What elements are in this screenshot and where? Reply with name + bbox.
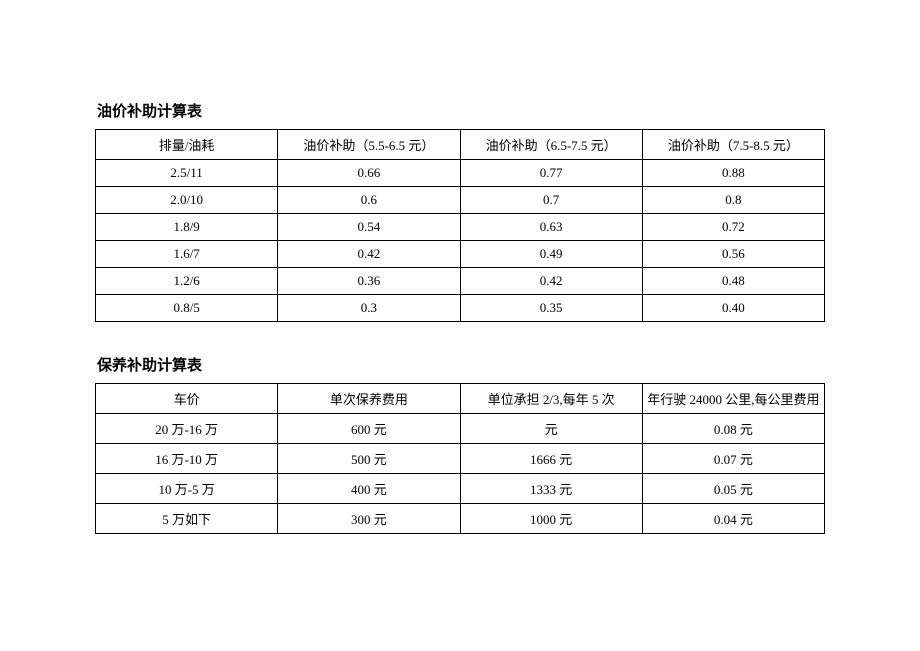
fuel-table-title: 油价补助计算表 xyxy=(95,100,825,121)
table-row: 0.8/5 0.3 0.35 0.40 xyxy=(96,295,825,322)
cell: 1.8/9 xyxy=(96,214,278,241)
cell: 500 元 xyxy=(278,444,460,474)
table-row: 1.6/7 0.42 0.49 0.56 xyxy=(96,241,825,268)
table-row: 16 万-10 万 500 元 1666 元 0.07 元 xyxy=(96,444,825,474)
cell: 0.63 xyxy=(460,214,642,241)
col-header: 油价补助（6.5-7.5 元） xyxy=(460,130,642,160)
cell: 0.07 元 xyxy=(642,444,824,474)
col-header: 油价补助（7.5-8.5 元） xyxy=(642,130,824,160)
cell: 2.0/10 xyxy=(96,187,278,214)
cell: 0.77 xyxy=(460,160,642,187)
cell: 0.40 xyxy=(642,295,824,322)
table-row: 2.5/11 0.66 0.77 0.88 xyxy=(96,160,825,187)
cell: 2.5/11 xyxy=(96,160,278,187)
col-header: 单位承担 2/3,每年 5 次 xyxy=(460,384,642,414)
cell: 0.72 xyxy=(642,214,824,241)
table-row: 1.8/9 0.54 0.63 0.72 xyxy=(96,214,825,241)
cell: 10 万-5 万 xyxy=(96,474,278,504)
table-row: 5 万如下 300 元 1000 元 0.04 元 xyxy=(96,504,825,534)
page-container: 油价补助计算表 排量/油耗 油价补助（5.5-6.5 元） 油价补助（6.5-7… xyxy=(0,0,920,534)
cell: 0.3 xyxy=(278,295,460,322)
cell: 0.8/5 xyxy=(96,295,278,322)
cell: 400 元 xyxy=(278,474,460,504)
cell: 600 元 xyxy=(278,414,460,444)
cell: 0.42 xyxy=(460,268,642,295)
cell: 0.6 xyxy=(278,187,460,214)
maint-table-title: 保养补助计算表 xyxy=(95,354,825,375)
cell: 1.2/6 xyxy=(96,268,278,295)
col-header: 单次保养费用 xyxy=(278,384,460,414)
table-row: 2.0/10 0.6 0.7 0.8 xyxy=(96,187,825,214)
cell: 0.48 xyxy=(642,268,824,295)
cell: 0.54 xyxy=(278,214,460,241)
cell: 元 xyxy=(460,414,642,444)
cell: 0.56 xyxy=(642,241,824,268)
table-row: 1.2/6 0.36 0.42 0.48 xyxy=(96,268,825,295)
cell: 0.36 xyxy=(278,268,460,295)
cell: 0.42 xyxy=(278,241,460,268)
table-row: 20 万-16 万 600 元 元 0.08 元 xyxy=(96,414,825,444)
col-header: 排量/油耗 xyxy=(96,130,278,160)
cell: 1000 元 xyxy=(460,504,642,534)
table-header-row: 车价 单次保养费用 单位承担 2/3,每年 5 次 年行驶 24000 公里,每… xyxy=(96,384,825,414)
cell: 1333 元 xyxy=(460,474,642,504)
cell: 0.04 元 xyxy=(642,504,824,534)
cell: 0.8 xyxy=(642,187,824,214)
col-header: 年行驶 24000 公里,每公里费用 xyxy=(642,384,824,414)
col-header: 车价 xyxy=(96,384,278,414)
maintenance-subsidy-table: 车价 单次保养费用 单位承担 2/3,每年 5 次 年行驶 24000 公里,每… xyxy=(95,383,825,534)
cell: 0.88 xyxy=(642,160,824,187)
cell: 1666 元 xyxy=(460,444,642,474)
cell: 0.35 xyxy=(460,295,642,322)
col-header: 油价补助（5.5-6.5 元） xyxy=(278,130,460,160)
cell: 16 万-10 万 xyxy=(96,444,278,474)
cell: 300 元 xyxy=(278,504,460,534)
section-gap xyxy=(95,322,825,354)
fuel-subsidy-table: 排量/油耗 油价补助（5.5-6.5 元） 油价补助（6.5-7.5 元） 油价… xyxy=(95,129,825,322)
cell: 5 万如下 xyxy=(96,504,278,534)
cell: 0.7 xyxy=(460,187,642,214)
cell: 0.08 元 xyxy=(642,414,824,444)
cell: 0.66 xyxy=(278,160,460,187)
cell: 0.49 xyxy=(460,241,642,268)
cell: 20 万-16 万 xyxy=(96,414,278,444)
table-row: 10 万-5 万 400 元 1333 元 0.05 元 xyxy=(96,474,825,504)
table-header-row: 排量/油耗 油价补助（5.5-6.5 元） 油价补助（6.5-7.5 元） 油价… xyxy=(96,130,825,160)
cell: 0.05 元 xyxy=(642,474,824,504)
cell: 1.6/7 xyxy=(96,241,278,268)
